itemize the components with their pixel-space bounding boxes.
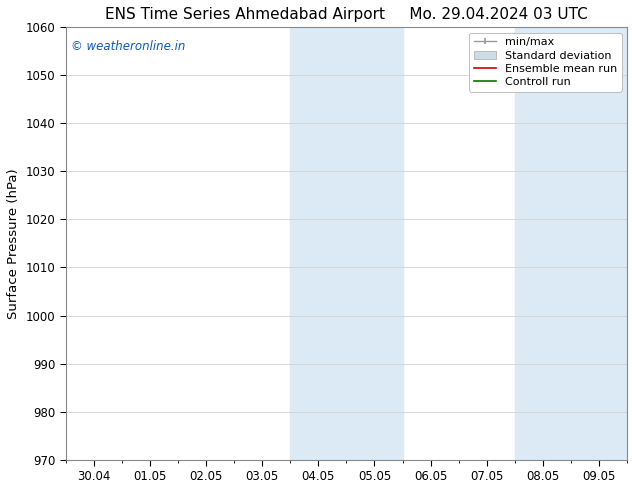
Bar: [515, 27, 571, 460]
Bar: [290, 27, 346, 460]
Y-axis label: Surface Pressure (hPa): Surface Pressure (hPa): [7, 168, 20, 319]
Legend: min/max, Standard deviation, Ensemble mean run, Controll run: min/max, Standard deviation, Ensemble me…: [469, 33, 621, 92]
Bar: [571, 27, 627, 460]
Title: ENS Time Series Ahmedabad Airport     Mo. 29.04.2024 03 UTC: ENS Time Series Ahmedabad Airport Mo. 29…: [105, 7, 588, 22]
Bar: [346, 27, 403, 460]
Text: © weatheronline.in: © weatheronline.in: [71, 40, 186, 53]
